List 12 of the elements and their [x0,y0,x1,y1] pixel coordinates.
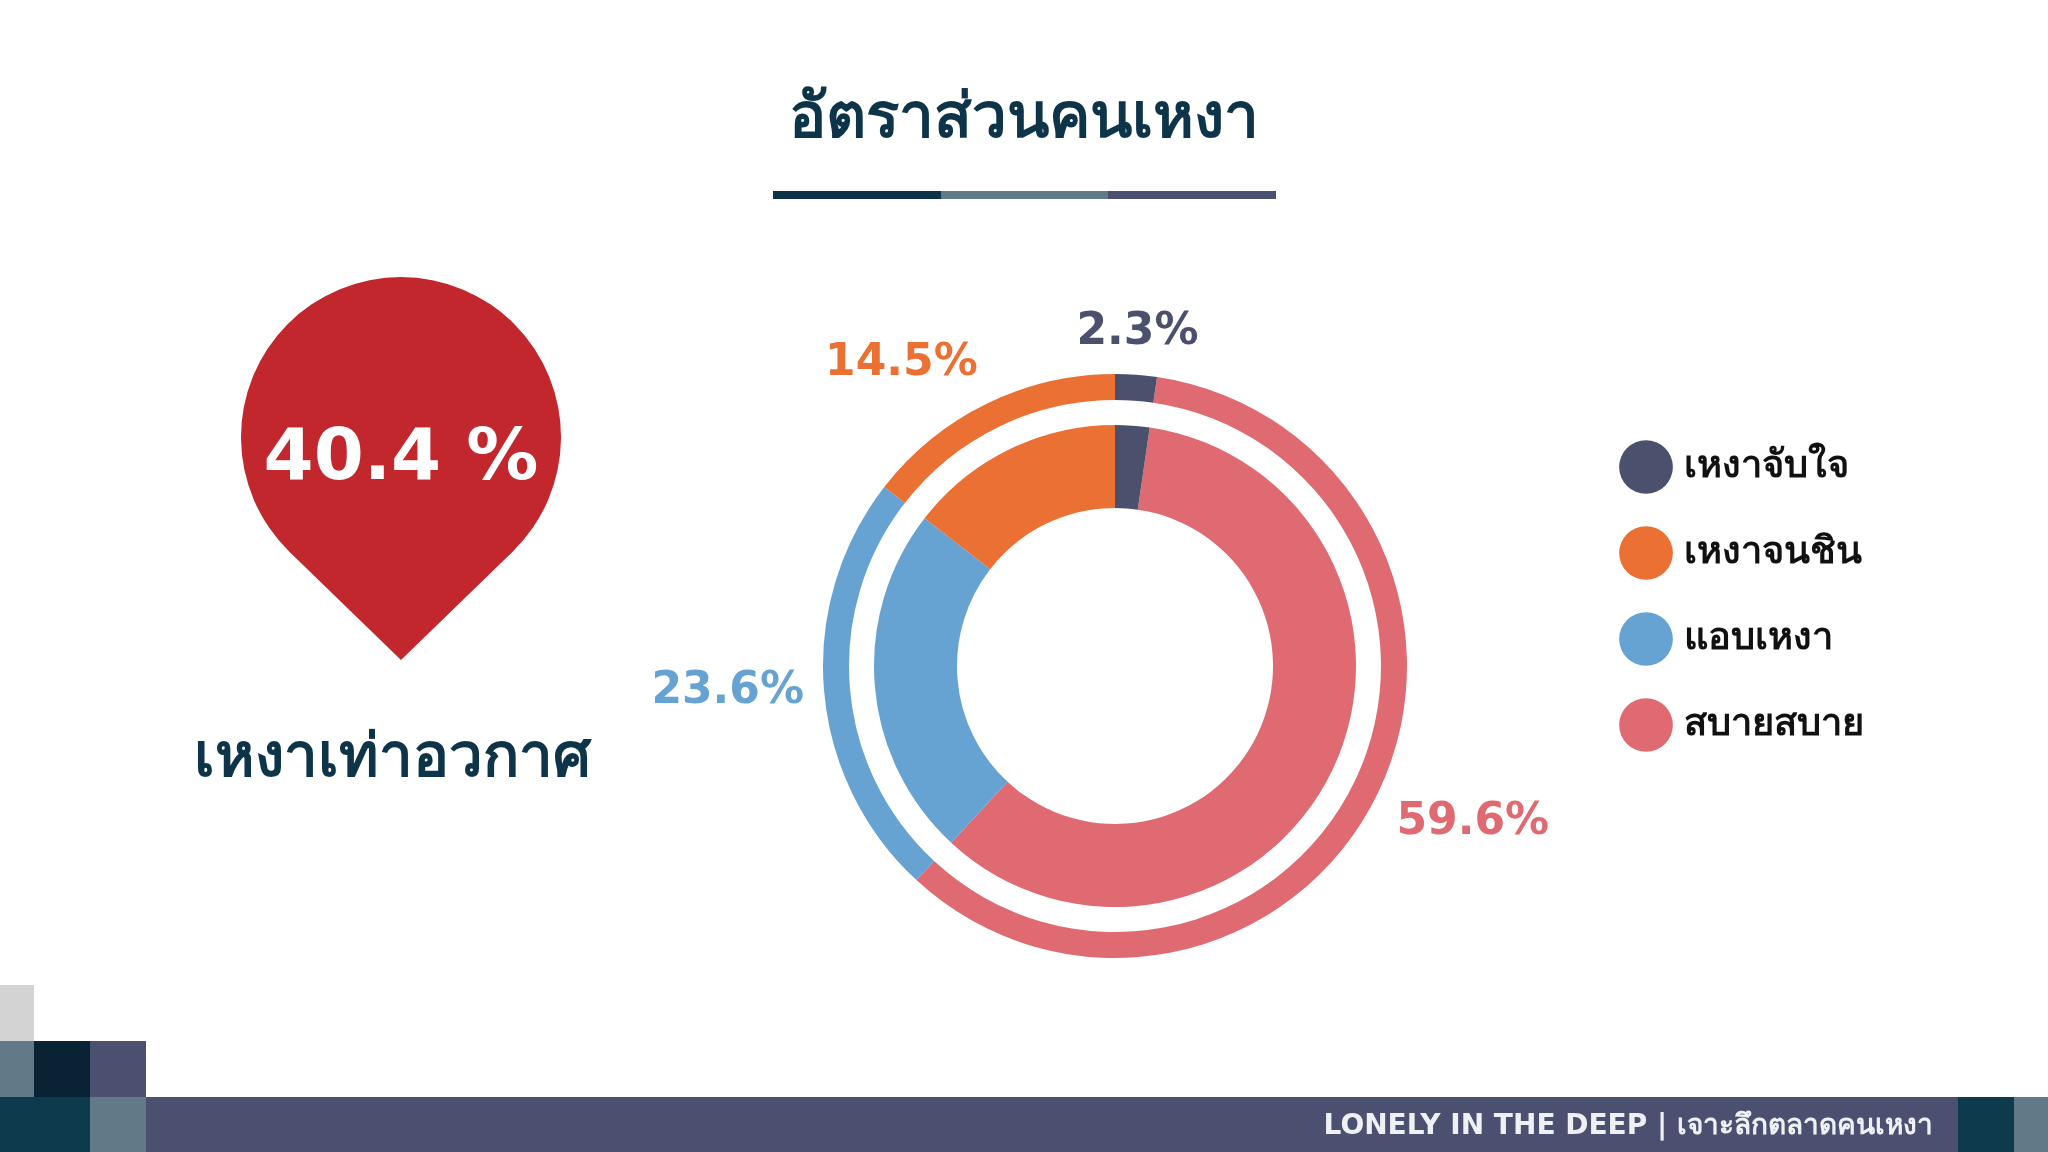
legend-label: สบายสบาย [1684,699,1864,744]
data-label: 59.6% [1396,793,1550,845]
text: 40.4 % [262,411,540,498]
data-label: 2.3% [1076,303,1199,355]
chart-title: อัตราส่วนคนเหงา [788,78,1260,154]
legend-label: เหงาจนชิน [1684,527,1862,572]
text: LONELY IN THE DEEP | เจาะลึกตลาดคนเหงา [1323,1107,1933,1143]
legend-label: เหงาจับใจ [1684,441,1849,486]
text: เหงาเท่าอวกาศ [192,719,593,792]
data-label: 23.6% [651,661,805,713]
legend-label: แอบเหงา [1684,613,1833,658]
data-label: 14.5% [825,334,978,386]
